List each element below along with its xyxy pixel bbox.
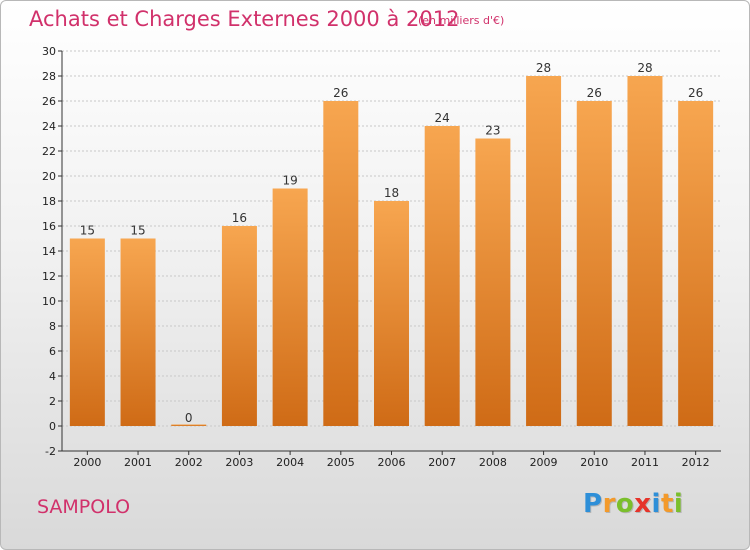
logo-letter: t — [660, 489, 674, 519]
y-tick-label: 14 — [42, 245, 56, 258]
bar — [272, 188, 308, 426]
data-label: 18 — [384, 186, 399, 200]
bar — [323, 101, 359, 426]
bars — [69, 76, 714, 426]
data-label: 19 — [282, 174, 297, 188]
y-tick-label: 0 — [49, 420, 56, 433]
data-label: 26 — [333, 86, 348, 100]
x-tick-label: 2001 — [124, 456, 152, 469]
x-tick-label: 2000 — [73, 456, 101, 469]
data-labels: 15 15 0 16 19 26 18 24 23 28 26 28 26 — [80, 61, 704, 425]
data-label: 23 — [485, 124, 500, 138]
data-label: 26 — [587, 86, 602, 100]
logo-letter: P — [583, 489, 603, 519]
bar — [526, 76, 562, 426]
x-tick-label: 2006 — [378, 456, 406, 469]
bar — [69, 238, 105, 426]
chart-subtitle: (en milliers d'€) — [418, 14, 505, 27]
y-tick-label: 30 — [42, 45, 56, 58]
y-tick-label: 20 — [42, 170, 56, 183]
bar — [576, 101, 612, 426]
x-tick-label: 2008 — [479, 456, 507, 469]
x-tick-label: 2004 — [276, 456, 304, 469]
commune-name: SAMPOLO — [37, 496, 131, 518]
y-tick-label: 4 — [49, 370, 56, 383]
x-tick-label: 2010 — [580, 456, 608, 469]
data-label: 24 — [435, 111, 450, 125]
x-tick-label: 2007 — [428, 456, 456, 469]
x-tick-label: 2011 — [631, 456, 659, 469]
data-label: 28 — [536, 61, 551, 75]
data-label: 15 — [80, 224, 95, 238]
data-label: 26 — [688, 86, 703, 100]
x-tick-label: 2009 — [530, 456, 558, 469]
x-tick-label: 2003 — [225, 456, 253, 469]
y-tick-label: 10 — [42, 295, 56, 308]
logo-letter: o — [615, 489, 635, 519]
logo-letter: i — [651, 489, 661, 519]
y-tick-label: 28 — [42, 70, 56, 83]
y-tick-label: 22 — [42, 145, 56, 158]
y-tick-label: 26 — [42, 95, 56, 108]
x-tick-label: 2005 — [327, 456, 355, 469]
bar — [221, 226, 257, 426]
y-tick-label: 8 — [49, 320, 56, 333]
y-tick-label: -2 — [45, 445, 56, 458]
y-tick-label: 12 — [42, 270, 56, 283]
bar — [678, 101, 714, 426]
data-label: 16 — [232, 211, 247, 225]
logo-letter: x — [634, 489, 652, 519]
data-label: 28 — [637, 61, 652, 75]
chart-title: Achats et Charges Externes 2000 à 2012 — [29, 7, 460, 31]
y-tick-label: 24 — [42, 120, 56, 133]
logo-letter: r — [602, 489, 616, 519]
data-label: 0 — [185, 411, 193, 425]
y-tick-label: 16 — [42, 220, 56, 233]
bar — [120, 238, 156, 426]
x-tick-label: 2012 — [682, 456, 710, 469]
logo-letter: i — [673, 489, 684, 519]
y-tick-label: 2 — [49, 395, 56, 408]
data-label: 15 — [130, 224, 145, 238]
bar — [171, 424, 207, 426]
y-tick-label: 6 — [49, 345, 56, 358]
bar — [475, 138, 511, 426]
bar — [424, 126, 460, 426]
bar — [627, 76, 663, 426]
bar — [374, 201, 409, 426]
proxiti-logo[interactable]: Proxiti — [583, 489, 683, 519]
x-tick-label: 2002 — [175, 456, 203, 469]
y-tick-label: 18 — [42, 195, 56, 208]
